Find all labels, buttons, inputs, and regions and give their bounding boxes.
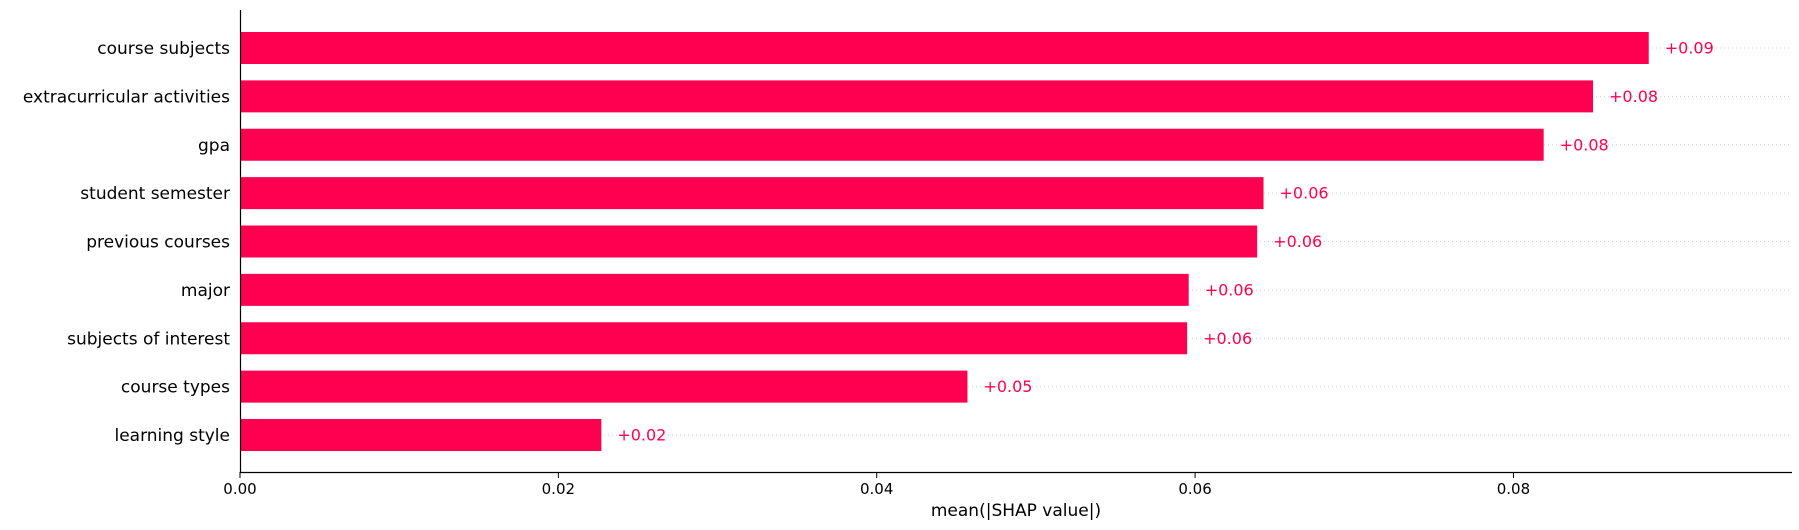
bar	[240, 273, 1189, 306]
category-label: course types	[121, 378, 230, 398]
value-label: +0.02	[617, 426, 666, 445]
value-label: +0.05	[983, 377, 1032, 396]
bar	[240, 80, 1594, 113]
value-label: +0.06	[1280, 184, 1329, 203]
bar	[240, 32, 1649, 64]
x-axis-label: mean(|SHAP value|)	[931, 501, 1101, 521]
category-label: subjects of interest	[67, 329, 230, 349]
x-tick-label: 0.04	[860, 480, 893, 498]
bar	[240, 322, 1188, 355]
value-label: +0.06	[1273, 232, 1322, 251]
value-label: +0.06	[1205, 280, 1254, 299]
bar	[240, 177, 1264, 210]
x-tick-label: 0.00	[223, 480, 256, 498]
bar	[240, 370, 968, 403]
value-label: +0.08	[1560, 135, 1609, 154]
bar	[240, 128, 1544, 161]
x-tick-label: 0.02	[542, 480, 575, 498]
category-label: course subjects	[97, 39, 230, 59]
bar	[240, 225, 1258, 258]
value-label: +0.06	[1203, 329, 1252, 348]
category-label: major	[181, 281, 230, 301]
bar	[240, 419, 602, 451]
category-label: learning style	[114, 426, 230, 446]
category-label: extracurricular activities	[23, 87, 230, 107]
x-tick-label: 0.06	[1178, 480, 1211, 498]
category-label: gpa	[198, 136, 230, 156]
x-tick-label: 0.08	[1497, 480, 1530, 498]
category-label: student semester	[80, 184, 230, 204]
value-label: +0.08	[1609, 87, 1658, 106]
category-label: previous courses	[86, 233, 230, 253]
value-label: +0.09	[1665, 39, 1714, 58]
